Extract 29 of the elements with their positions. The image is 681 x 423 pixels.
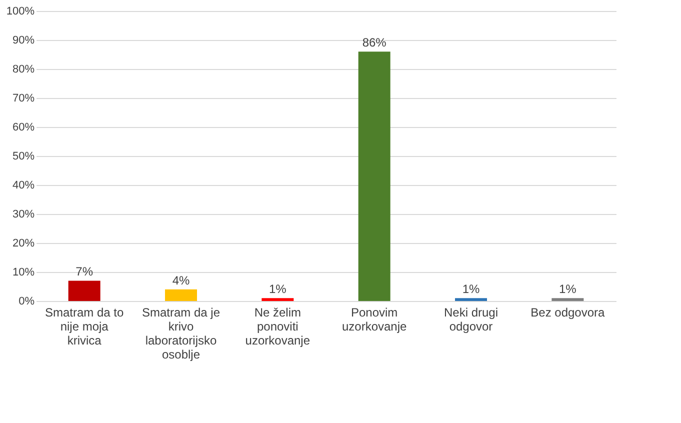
data-label: 1% (268, 282, 287, 296)
data-label: 7% (76, 264, 94, 279)
y-tick-label: 90% (12, 34, 35, 46)
bar (455, 298, 487, 301)
y-tick-label: 0% (18, 296, 35, 308)
bar (552, 298, 584, 301)
bar (262, 298, 294, 301)
x-tick-label: Bez odgovora (530, 306, 606, 320)
y-tick-label: 20% (12, 238, 35, 250)
x-tick-label: Smatram da to nije moja krivica (44, 306, 124, 348)
bar (165, 289, 197, 301)
y-tick-label: 100% (6, 6, 35, 18)
y-tick-label: 40% (12, 180, 35, 192)
x-tick-label: Ne želim ponoviti uzorkovanje (245, 306, 310, 348)
x-tick-label: Neki drugi odgovor (444, 306, 498, 334)
data-label: 1% (558, 282, 577, 296)
bar (68, 280, 100, 301)
y-tick-label: 50% (12, 150, 35, 162)
data-label: 1% (462, 282, 480, 296)
y-tick-label: 60% (12, 122, 35, 134)
data-label: 86% (362, 36, 387, 50)
y-tick-label: 30% (12, 208, 35, 220)
y-tick-label: 70% (12, 92, 35, 104)
y-tick-label: 10% (12, 266, 35, 278)
y-tick-label: 80% (12, 64, 35, 76)
data-label: 4% (172, 273, 190, 288)
bar (358, 52, 390, 301)
x-tick-label: Smatram da je krivo laboratorijsko osoblje (142, 306, 220, 362)
x-tick-label: Ponovim uzorkovanje (342, 306, 408, 334)
